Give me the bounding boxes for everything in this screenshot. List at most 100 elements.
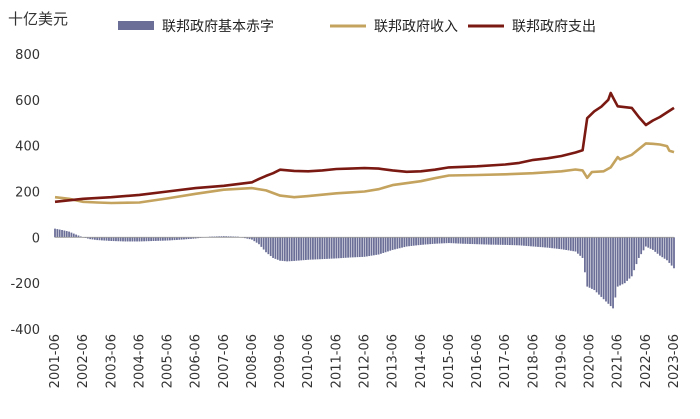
deficit-bar: [429, 237, 431, 244]
deficit-bar: [160, 237, 162, 240]
deficit-bar: [636, 237, 638, 264]
spending-line: [55, 93, 674, 202]
deficit-bar: [420, 237, 422, 245]
deficit-bar: [263, 237, 265, 249]
deficit-bar: [539, 237, 541, 247]
deficit-bar: [143, 237, 145, 241]
deficit-bar: [354, 237, 356, 257]
deficit-bar: [471, 237, 473, 244]
deficit-bar: [490, 237, 492, 244]
deficit-bar: [59, 230, 61, 238]
legend-swatch-deficit: [118, 21, 154, 30]
x-tick-label: 2020-06: [583, 334, 598, 388]
deficit-bar: [556, 237, 558, 248]
deficit-bar: [150, 237, 152, 241]
deficit-bar: [666, 237, 668, 260]
deficit-bar: [124, 237, 126, 241]
deficit-bar: [277, 237, 279, 259]
deficit-bar: [640, 237, 642, 254]
deficit-bar: [63, 231, 65, 238]
x-tick-label: 2013-06: [386, 334, 401, 388]
deficit-bar: [427, 237, 429, 244]
deficit-bar: [479, 237, 481, 244]
deficit-bar: [131, 237, 133, 241]
deficit-bar: [457, 237, 459, 243]
deficit-bar: [256, 237, 258, 242]
deficit-bar: [631, 237, 633, 276]
deficit-bar: [141, 237, 143, 241]
deficit-bar: [661, 237, 663, 257]
deficit-bar: [523, 237, 525, 245]
deficit-bar: [385, 237, 387, 252]
deficit-bar: [387, 237, 389, 251]
deficit-bar: [260, 237, 262, 247]
deficit-bar: [382, 237, 384, 253]
deficit-bar: [495, 237, 497, 244]
deficit-bar: [532, 237, 534, 246]
deficit-bar: [537, 237, 539, 247]
deficit-bar: [155, 237, 157, 241]
deficit-bar: [488, 237, 490, 244]
y-tick-label: 800: [15, 48, 40, 63]
deficit-bar: [582, 237, 584, 258]
deficit-bar: [359, 237, 361, 257]
deficit-bar: [127, 237, 129, 241]
x-tick-label: 2018-06: [526, 334, 541, 388]
deficit-bar: [101, 237, 103, 240]
deficit-bar: [335, 237, 337, 258]
deficit-bar: [584, 237, 586, 272]
deficit-bar: [673, 237, 675, 268]
deficit-bar: [650, 237, 652, 248]
deficit-bar: [148, 237, 150, 241]
deficit-bar: [108, 237, 110, 241]
x-tick-label: 2022-06: [639, 334, 654, 388]
deficit-bar: [300, 237, 302, 260]
deficit-bar: [645, 237, 647, 246]
deficit-bar: [439, 237, 441, 243]
deficit-bar: [122, 237, 124, 241]
deficit-bar: [99, 237, 101, 240]
deficit-bar: [366, 237, 368, 256]
deficit-bar: [605, 237, 607, 301]
deficit-bar: [460, 237, 462, 243]
deficit-bar: [136, 237, 138, 241]
deficit-bar: [120, 237, 122, 241]
deficit-bar: [347, 237, 349, 257]
deficit-bar: [654, 237, 656, 252]
deficit-bar: [436, 237, 438, 243]
deficit-bar: [174, 237, 176, 240]
deficit-bar: [103, 237, 105, 240]
x-tick-label: 2014-06: [414, 334, 429, 388]
deficit-bar: [453, 237, 455, 243]
deficit-bar: [352, 237, 354, 257]
deficit-bar: [71, 233, 73, 238]
deficit-bar: [380, 237, 382, 253]
deficit-bar: [464, 237, 466, 243]
deficit-bar: [638, 237, 640, 258]
deficit-bar: [483, 237, 485, 244]
deficit-bar: [113, 237, 115, 241]
deficit-bar: [542, 237, 544, 247]
deficit-bar: [521, 237, 523, 245]
deficit-bar: [481, 237, 483, 244]
deficit-bar: [296, 237, 298, 260]
deficit-bar: [56, 229, 58, 237]
deficit-bar: [75, 235, 77, 238]
deficit-bar: [117, 237, 119, 241]
deficit-bar: [422, 237, 424, 244]
deficit-bar: [361, 237, 363, 257]
deficit-bar: [619, 237, 621, 285]
deficit-bar: [54, 229, 56, 238]
deficit-bar: [289, 237, 291, 261]
deficit-bar: [61, 230, 63, 237]
deficit-bar: [272, 237, 274, 258]
deficit-bar: [568, 237, 570, 250]
deficit-bar: [577, 237, 579, 253]
x-tick-label: 2009-06: [273, 334, 288, 388]
deficit-bar: [572, 237, 574, 251]
deficit-bar: [626, 237, 628, 281]
deficit-bar: [624, 237, 626, 283]
deficit-bar: [169, 237, 171, 240]
deficit-bar: [331, 237, 333, 258]
